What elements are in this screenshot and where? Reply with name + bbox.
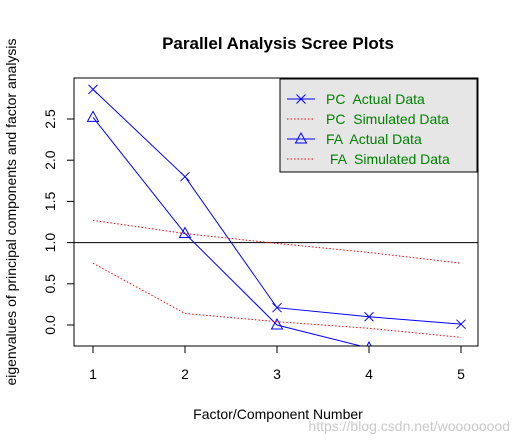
- y-tick-label: 0.0: [42, 315, 58, 335]
- x-tick-label: 1: [89, 366, 97, 382]
- series-line-3: [92, 117, 363, 346]
- legend-entry: FA Actual Data: [287, 131, 422, 147]
- series-line-2: [92, 219, 462, 264]
- series-1-point: [456, 319, 466, 330]
- y-tick-label: 2.5: [42, 109, 58, 129]
- legend-label: FA Actual Data: [326, 131, 422, 147]
- y-tick-label: 0.5: [42, 274, 58, 294]
- legend-label: PC Simulated Data: [326, 111, 449, 127]
- x-axis: 1 2 3 4 5: [89, 345, 465, 382]
- series-line-4: [92, 262, 462, 338]
- y-axis-label: eigenvalues of principal components and …: [3, 38, 19, 385]
- series-3-point: [86, 110, 100, 122]
- legend-entry: PC Actual Data: [287, 91, 425, 107]
- y-tick-label: 1.5: [42, 191, 58, 211]
- legend-label: FA Simulated Data: [326, 151, 450, 167]
- y-tick-label: 1.0: [42, 233, 58, 253]
- legend-entry: FA Simulated Data: [287, 151, 450, 167]
- legend-entry: PC Simulated Data: [287, 111, 449, 127]
- x-axis-label: Factor/Component Number: [193, 406, 363, 422]
- legend-label: PC Actual Data: [326, 91, 425, 107]
- series-3-point: [178, 226, 192, 239]
- legend-box: [279, 78, 478, 173]
- x-tick-label: 3: [273, 366, 281, 382]
- legend: PC Actual Data PC Simulated Data FA Actual…: [279, 78, 478, 173]
- legend-marker: [294, 131, 308, 144]
- y-axis: 0.0 0.5 1.0 1.5 2.0 2.5: [42, 109, 75, 335]
- x-tick-label: 2: [181, 366, 189, 382]
- x-tick-label: 4: [365, 366, 373, 382]
- series-1-point: [364, 311, 374, 322]
- y-tick-label: 2.0: [42, 150, 58, 170]
- series-1-point: [88, 84, 98, 95]
- series-1-point: [272, 302, 282, 313]
- watermark: https://blog.csdn.net/woooooood: [308, 418, 510, 434]
- series-1-point: [180, 171, 190, 182]
- legend-marker: [296, 94, 306, 104]
- series-3-point: [270, 317, 284, 330]
- chart-title: Parallel Analysis Scree Plots: [162, 34, 394, 53]
- x-tick-label: 5: [457, 366, 465, 382]
